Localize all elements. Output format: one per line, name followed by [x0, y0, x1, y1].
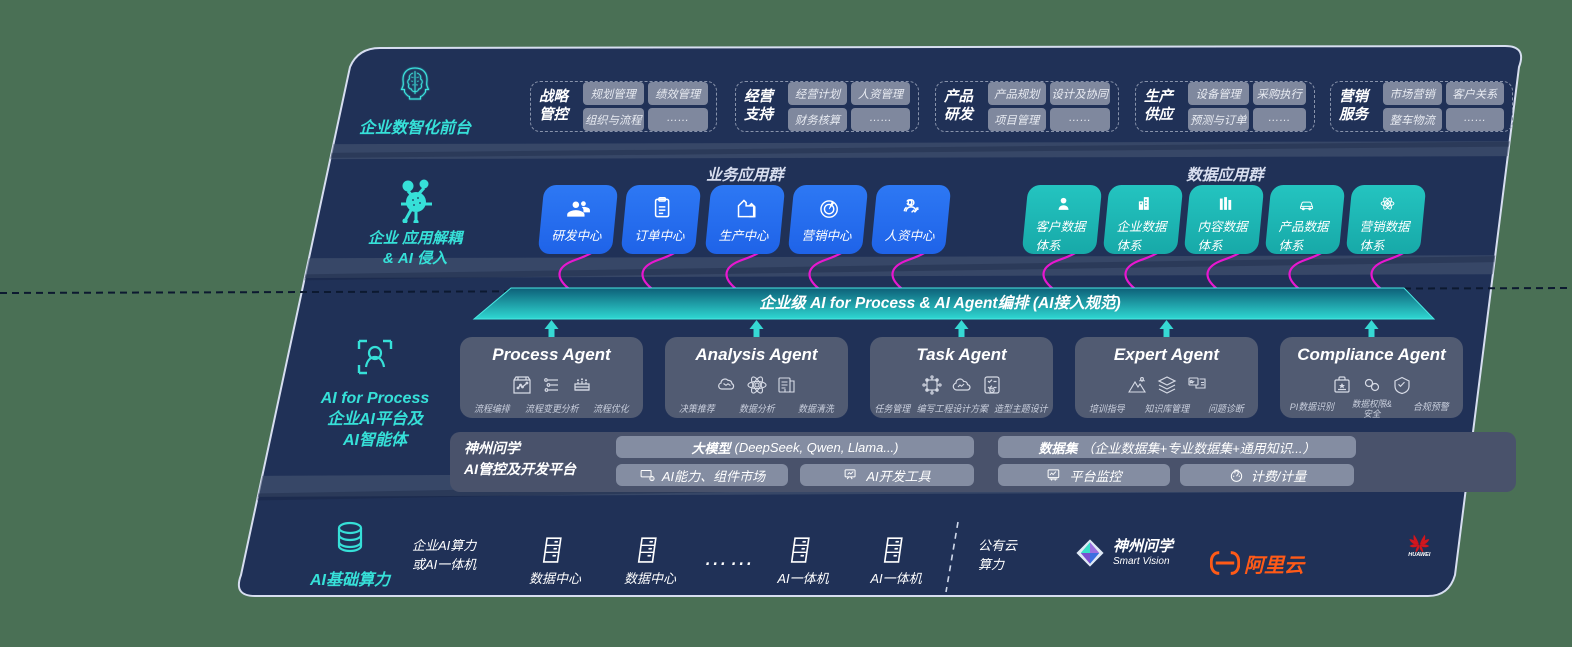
svg-text:HUAWEI: HUAWEI: [1408, 552, 1431, 558]
svg-text:企业级 AI for Process & AI Agent编: 企业级 AI for Process & AI Agent编排 (AI接入规范): [759, 294, 1120, 312]
